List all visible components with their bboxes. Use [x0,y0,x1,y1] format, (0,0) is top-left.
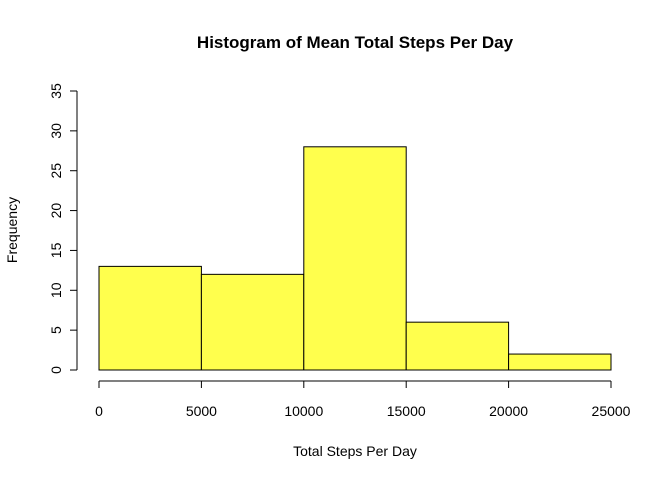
histogram-bar-0 [98,265,202,371]
x-tick-label-1: 5000 [186,403,217,419]
y-axis: 0 5 10 15 20 25 30 35 [48,83,78,374]
y-tick-label-0: 0 [48,366,64,374]
x-tick-label-5: 25000 [592,403,631,419]
y-tick-label-5: 25 [48,163,64,179]
histogram-bar-4 [508,353,612,371]
x-tick-label-4: 20000 [489,403,528,419]
chart-title: Histogram of Mean Total Steps Per Day [197,33,514,52]
y-axis-label: Frequency [4,197,20,263]
y-tick-label-3: 15 [48,242,64,258]
histogram-bar-2 [303,146,407,371]
y-tick-label-6: 30 [48,123,64,139]
x-tick-label-3: 15000 [387,403,426,419]
y-tick-label-2: 10 [48,282,64,298]
bars-group [98,146,612,371]
y-tick-label-7: 35 [48,83,64,99]
y-tick-label-4: 20 [48,203,64,219]
x-tick-label-0: 0 [95,403,103,419]
histogram-bar-3 [405,321,510,371]
x-axis: 0 5000 10000 15000 20000 25000 [95,380,631,419]
x-axis-label: Total Steps Per Day [293,443,417,459]
y-tick-label-1: 5 [48,326,64,334]
x-tick-label-2: 10000 [284,403,323,419]
histogram-bar-1 [200,273,305,371]
